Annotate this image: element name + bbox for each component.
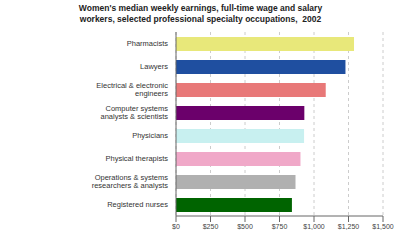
- svg-text:$1,250: $1,250: [338, 223, 360, 230]
- svg-text:$1,500: $1,500: [372, 223, 394, 230]
- svg-text:Operations & systemsresearcher: Operations & systemsresearchers & analys…: [92, 173, 169, 190]
- svg-text:$1,000: $1,000: [303, 223, 325, 230]
- svg-text:Physical therapists: Physical therapists: [105, 154, 168, 163]
- svg-text:Pharmacists: Pharmacists: [127, 39, 169, 48]
- svg-text:$750: $750: [272, 223, 288, 230]
- svg-text:Registered nurses: Registered nurses: [107, 200, 168, 209]
- svg-text:Lawyers: Lawyers: [140, 62, 168, 71]
- svg-text:Physicians: Physicians: [132, 131, 168, 140]
- svg-text:Electrical & electronicenginee: Electrical & electronicengineers: [96, 81, 168, 98]
- html-text:workers, selected professional: workers, selected professional specialty…: [79, 14, 322, 24]
- svg-text:$250: $250: [203, 223, 219, 230]
- svg-text:Computer systemsanalysts & sci: Computer systemsanalysts & scientists: [100, 104, 168, 121]
- html-text:Women's median weekly earnings: Women's median weekly earnings, full-tim…: [78, 3, 323, 13]
- svg-text:$0: $0: [172, 223, 180, 230]
- svg-text:$500: $500: [237, 223, 253, 230]
